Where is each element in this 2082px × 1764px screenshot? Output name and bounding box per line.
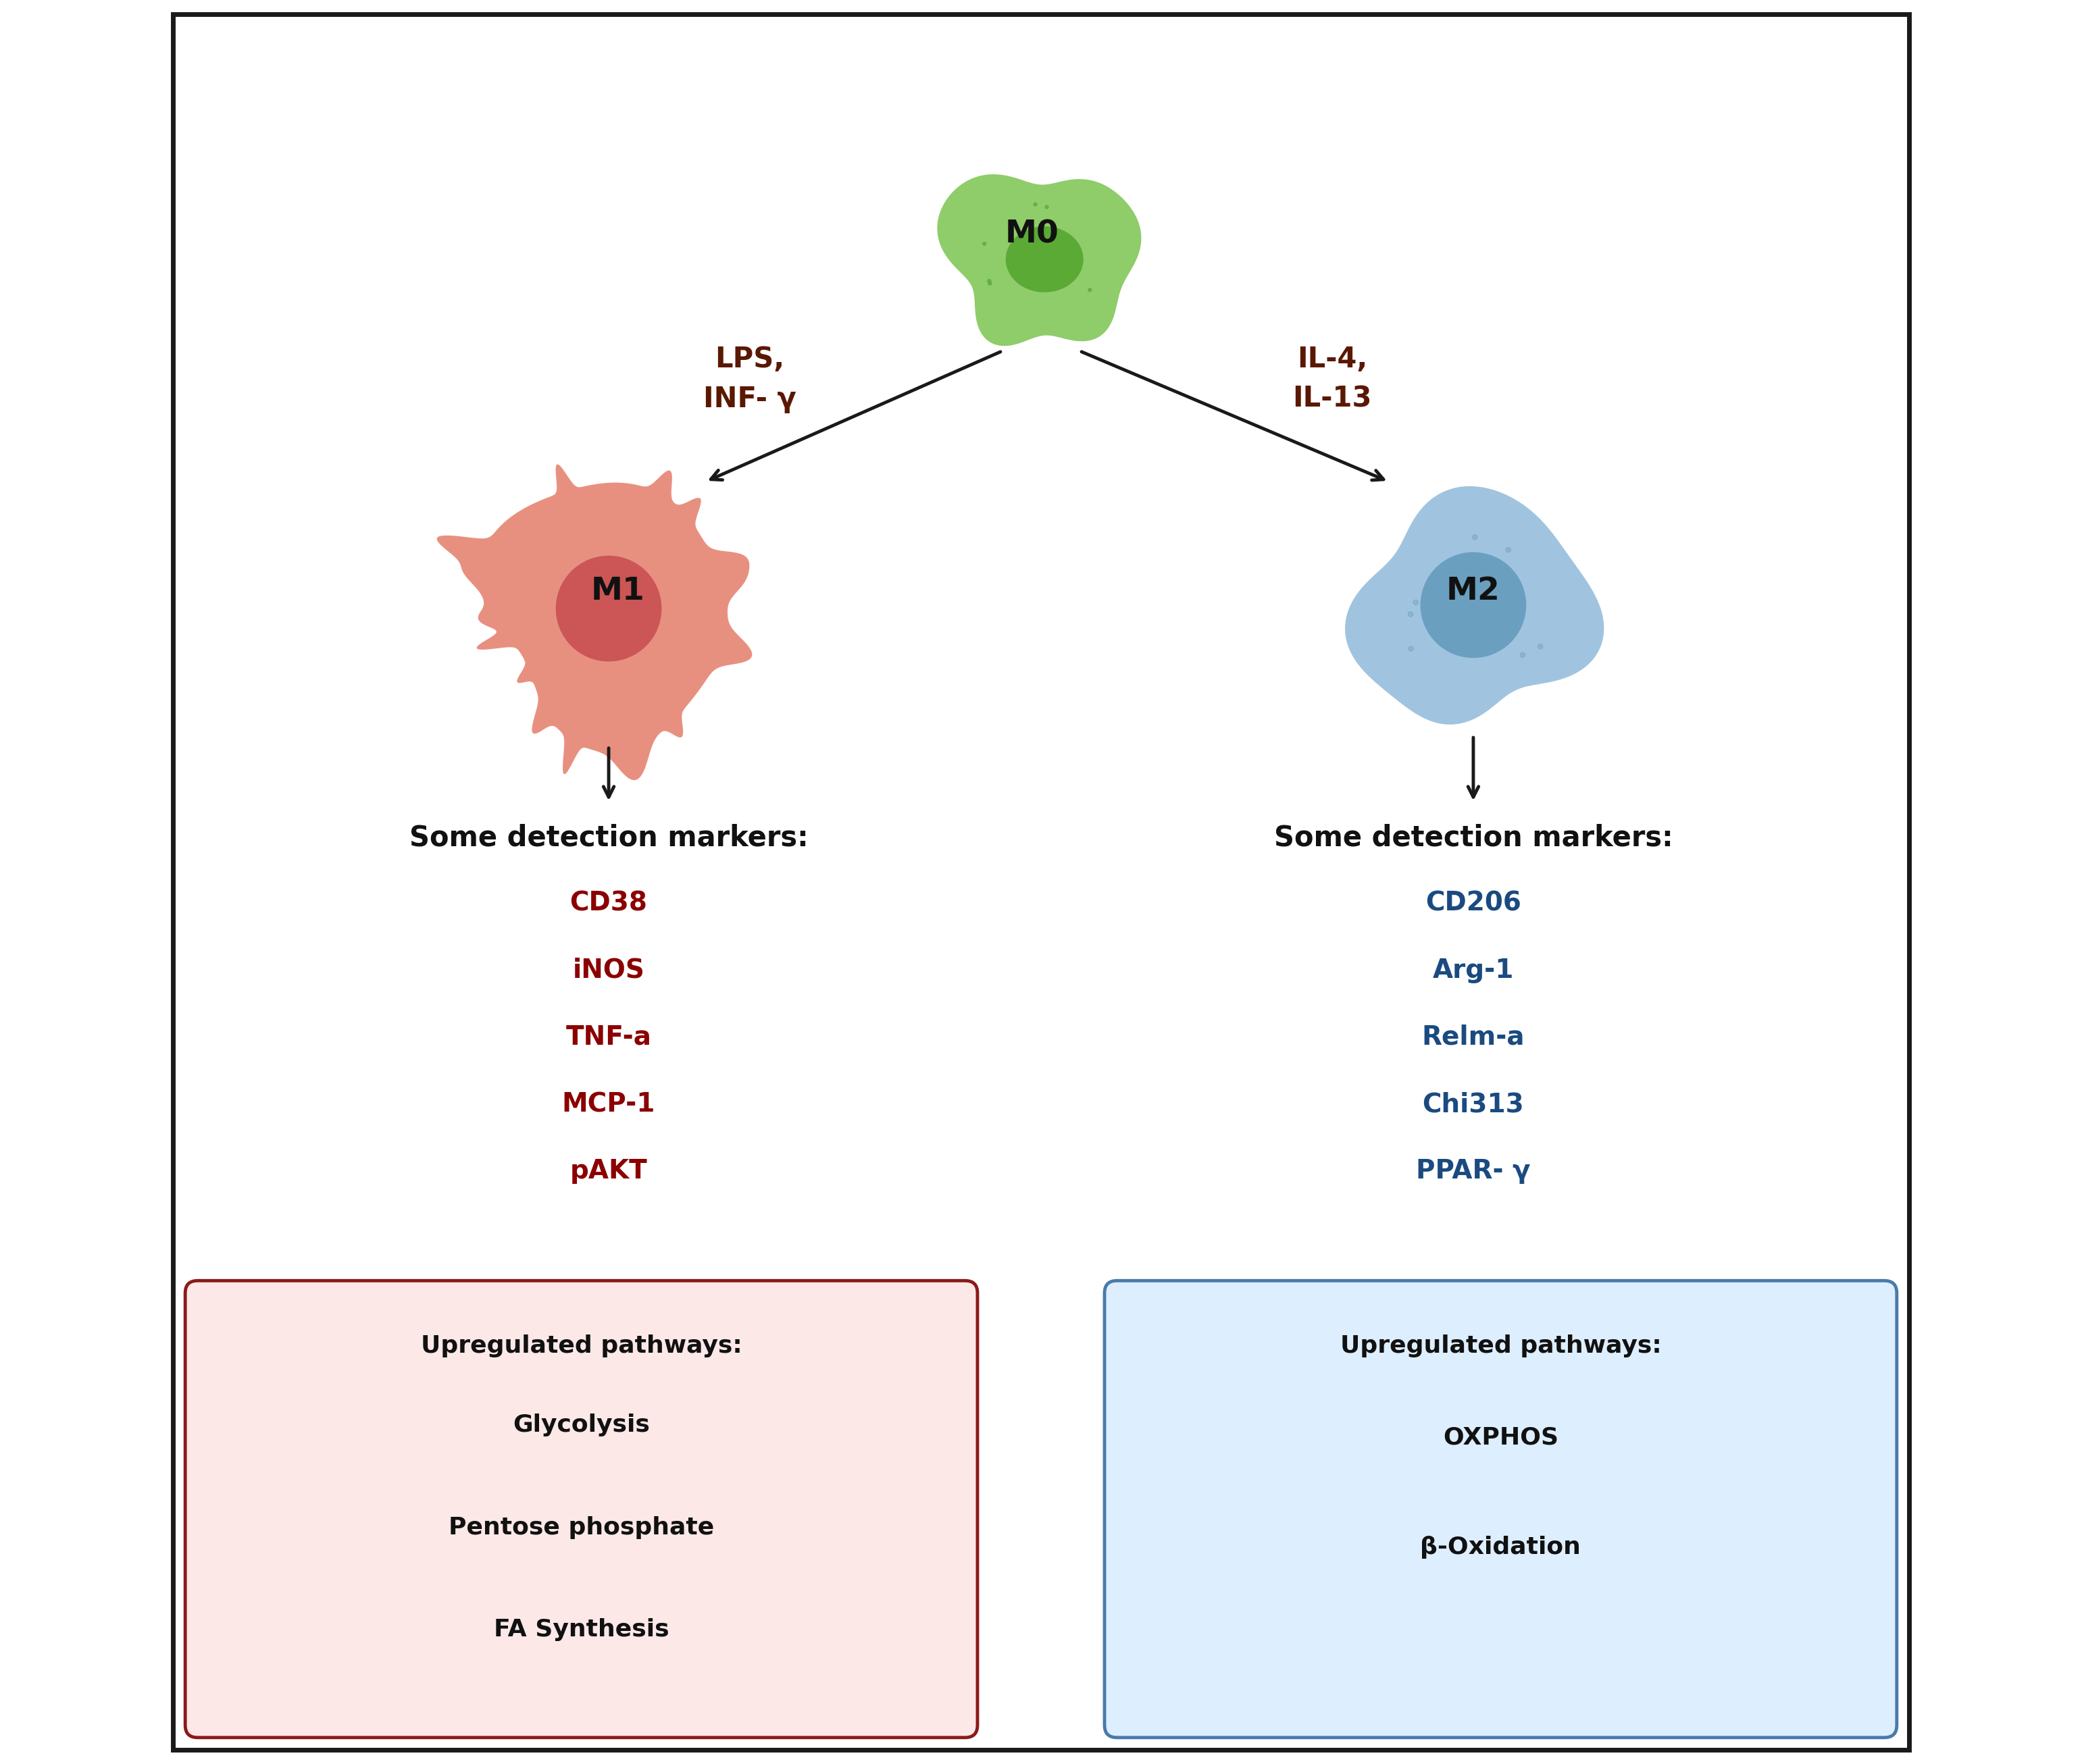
Circle shape [1045, 205, 1049, 208]
Circle shape [575, 628, 581, 633]
Text: M0: M0 [1006, 219, 1060, 250]
Circle shape [556, 556, 662, 662]
Text: IL-4,
IL-13: IL-4, IL-13 [1293, 346, 1372, 413]
Circle shape [1514, 610, 1518, 616]
Text: Upregulated pathways:: Upregulated pathways: [421, 1334, 741, 1358]
Text: Some detection markers:: Some detection markers: [1274, 824, 1672, 852]
Text: TNF-a: TNF-a [566, 1025, 652, 1050]
Circle shape [987, 279, 991, 282]
Polygon shape [437, 464, 752, 780]
Circle shape [1472, 534, 1478, 540]
Text: CD206: CD206 [1426, 891, 1522, 916]
Circle shape [1539, 644, 1543, 649]
Text: Chi313: Chi313 [1422, 1092, 1524, 1117]
Circle shape [1414, 600, 1418, 605]
Text: iNOS: iNOS [573, 958, 645, 983]
Text: pAKT: pAKT [570, 1159, 648, 1184]
Circle shape [614, 575, 618, 580]
Circle shape [1089, 288, 1091, 291]
Circle shape [589, 603, 595, 609]
Text: Some detection markers:: Some detection markers: [410, 824, 808, 852]
FancyBboxPatch shape [1106, 1281, 1897, 1738]
Text: Arg-1: Arg-1 [1432, 958, 1514, 983]
Text: Glycolysis: Glycolysis [512, 1413, 650, 1438]
Circle shape [1420, 552, 1526, 658]
Circle shape [598, 623, 604, 628]
Circle shape [983, 242, 987, 245]
Text: CD38: CD38 [570, 891, 648, 916]
FancyBboxPatch shape [185, 1281, 976, 1738]
Circle shape [1439, 637, 1445, 642]
Circle shape [1505, 547, 1512, 552]
Circle shape [631, 616, 635, 623]
Text: OXPHOS: OXPHOS [1443, 1425, 1559, 1450]
Text: Pentose phosphate: Pentose phosphate [448, 1515, 714, 1540]
Circle shape [1033, 203, 1037, 206]
Circle shape [573, 619, 577, 624]
Text: β-Oxidation: β-Oxidation [1420, 1535, 1580, 1559]
Polygon shape [1345, 487, 1603, 725]
Text: M1: M1 [591, 575, 645, 607]
Polygon shape [937, 175, 1141, 346]
Circle shape [1076, 268, 1078, 272]
Circle shape [1407, 646, 1414, 651]
Circle shape [1520, 653, 1526, 658]
Circle shape [989, 282, 991, 286]
Text: PPAR- γ: PPAR- γ [1416, 1159, 1530, 1184]
Text: FA Synthesis: FA Synthesis [493, 1618, 668, 1642]
Ellipse shape [1006, 226, 1083, 293]
Text: Relm-a: Relm-a [1422, 1025, 1524, 1050]
Text: Upregulated pathways:: Upregulated pathways: [1341, 1334, 1661, 1358]
Circle shape [1434, 602, 1441, 607]
FancyBboxPatch shape [173, 14, 1909, 1750]
Text: M2: M2 [1447, 575, 1501, 607]
Circle shape [1407, 612, 1414, 617]
Text: LPS,
INF- γ: LPS, INF- γ [704, 346, 797, 413]
Circle shape [1439, 600, 1443, 605]
Text: MCP-1: MCP-1 [562, 1092, 656, 1117]
